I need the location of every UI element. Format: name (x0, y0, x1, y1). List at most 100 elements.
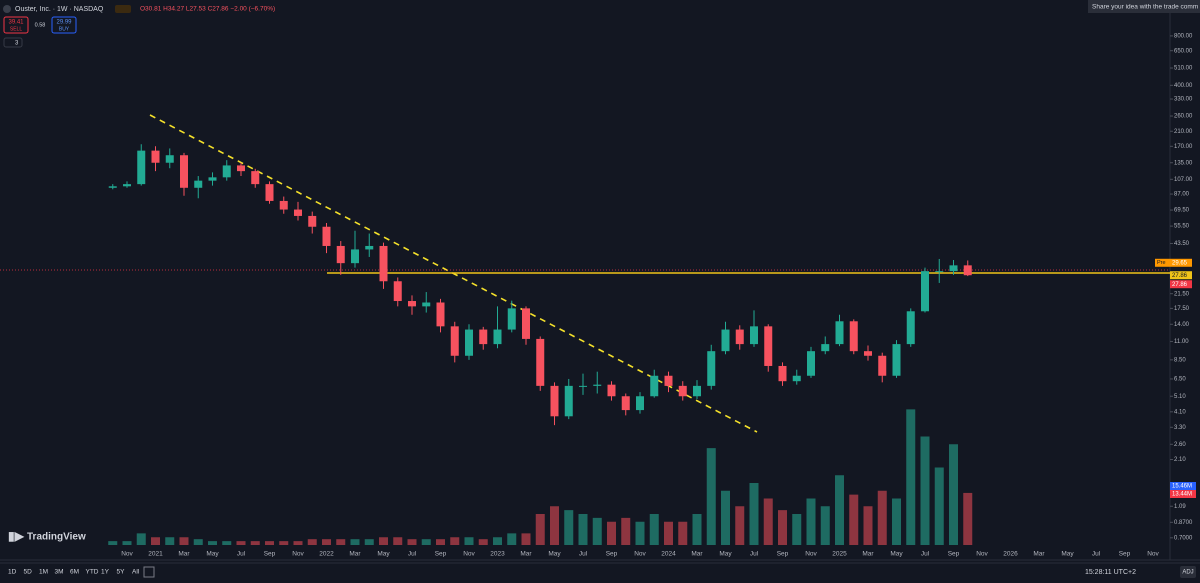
y-tick-label: 14.00 (1174, 322, 1190, 328)
volume-label: 13.44M (1172, 492, 1192, 498)
volume-bar (350, 539, 360, 545)
volume-bar (949, 444, 958, 545)
range-button[interactable]: All (132, 569, 140, 576)
volume-bar (208, 541, 217, 545)
x-tick-label: Sep (777, 551, 789, 558)
volume-bar (607, 521, 616, 545)
volume-bar (122, 541, 132, 545)
volume-bar (535, 514, 545, 545)
sell-price: 39.41 (8, 20, 24, 26)
volume-bar (265, 541, 274, 545)
candle-body (750, 326, 758, 345)
y-tick-label: 21.50 (1174, 291, 1190, 297)
volume-bar (820, 506, 830, 545)
x-tick-label: Nov (634, 551, 646, 558)
date-range-button[interactable] (143, 566, 155, 578)
candle-body (792, 375, 801, 382)
x-tick-label: Jul (1092, 551, 1101, 558)
volume-bar (635, 521, 645, 545)
volume-bar (550, 506, 559, 545)
candle-body (892, 344, 901, 376)
candle-body (194, 180, 203, 188)
volume-label: 15.46M (1172, 484, 1192, 490)
volume-bar (934, 467, 944, 545)
candle-body (308, 215, 317, 227)
price-label-tag: Pre (1157, 260, 1166, 266)
x-tick-label: May (1061, 551, 1074, 558)
candle-body (336, 245, 345, 264)
x-tick-label: Nov (1147, 551, 1159, 558)
x-tick-label: Sep (1119, 551, 1131, 558)
y-tick-label: 2.60 (1174, 442, 1186, 448)
status-badge (115, 5, 131, 13)
volume-bar (407, 539, 417, 545)
candle-body (807, 351, 815, 376)
candle-body (593, 384, 602, 386)
adj-label: ADJ (1182, 570, 1193, 576)
volume-bar (763, 498, 773, 545)
y-tick-label: 55.50 (1174, 224, 1190, 230)
candle-body (764, 326, 773, 366)
candle-body (621, 396, 630, 411)
y-tick-label: 0.8700 (1174, 520, 1193, 526)
range-button[interactable]: 1Y (101, 569, 110, 576)
volume-bar (450, 537, 460, 545)
price-label-bg (1170, 271, 1192, 280)
adj-button[interactable] (1180, 566, 1196, 578)
volume-bar (507, 533, 517, 545)
x-tick-label: Sep (948, 551, 960, 558)
range-button[interactable]: 3M (55, 569, 64, 576)
range-button[interactable]: YTD (86, 569, 99, 576)
volume-bar (621, 517, 631, 545)
tooltip (1088, 0, 1200, 13)
volume-bar (436, 539, 445, 545)
price-label-bg (1170, 280, 1192, 289)
candle-body (493, 329, 502, 345)
x-tick-label: 2023 (490, 551, 505, 558)
y-tick-label: 107.00 (1174, 177, 1193, 183)
price-label: 27.86 (1172, 282, 1188, 288)
volume-bar (464, 537, 474, 545)
indicators-toggle[interactable] (3, 37, 23, 48)
x-tick-label: Jul (921, 551, 930, 558)
volume-bar (151, 537, 160, 545)
tooltip-text: Share your idea with the trade comm (1092, 4, 1198, 11)
candle-body (465, 329, 473, 356)
x-tick-label: Mar (691, 551, 703, 558)
range-button[interactable]: 5Y (117, 569, 126, 576)
x-tick-label: Mar (178, 551, 190, 558)
sell-button[interactable] (3, 16, 29, 34)
volume-bar (222, 541, 232, 545)
x-tick-label: 2025 (832, 551, 847, 558)
volume-bar (749, 483, 759, 545)
range-button[interactable]: 1M (39, 569, 48, 576)
y-tick-label: 2.10 (1174, 457, 1186, 463)
volume-bar (963, 492, 973, 545)
y-tick-label: 650.00 (1174, 48, 1193, 54)
y-tick-label: 17.50 (1174, 306, 1190, 312)
candle-body (393, 281, 402, 302)
volume-bar (792, 514, 802, 545)
range-button[interactable]: 6M (70, 569, 79, 576)
x-tick-label: Nov (292, 551, 304, 558)
volume-bar (806, 498, 816, 545)
candle-body (707, 351, 716, 386)
candle-body (564, 385, 573, 417)
candle-body (636, 396, 644, 411)
range-button[interactable]: 1D (8, 569, 17, 576)
candle-body (678, 385, 687, 397)
range-button[interactable]: 5D (24, 569, 33, 576)
candle-body (935, 271, 944, 273)
volume-bar (379, 537, 388, 545)
candle-body (778, 365, 787, 382)
candle-body (279, 200, 288, 210)
y-tick-label: 510.00 (1174, 66, 1193, 72)
y-tick-label: 6.50 (1174, 377, 1186, 383)
symbol-logo (3, 5, 11, 13)
volume-bar (592, 517, 602, 545)
buy-button[interactable] (51, 16, 77, 34)
candle-body (294, 209, 302, 216)
